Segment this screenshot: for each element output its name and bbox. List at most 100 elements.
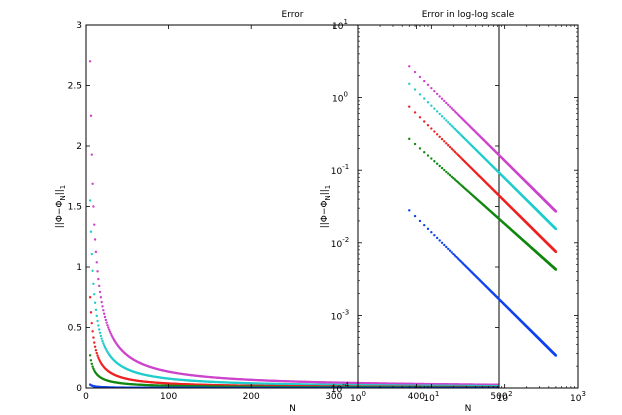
data-point	[90, 252, 93, 256]
series-1	[408, 82, 558, 231]
data-point	[98, 331, 102, 335]
data-point	[554, 250, 558, 254]
data-point	[453, 110, 457, 113]
data-point	[452, 108, 455, 112]
data-point	[423, 120, 426, 123]
data-point	[91, 182, 94, 186]
x-tick-label: 400	[408, 392, 425, 402]
data-point	[95, 351, 98, 355]
data-point	[93, 301, 97, 304]
data-point	[452, 252, 455, 256]
x-tick-label: 100	[160, 392, 177, 402]
data-point	[447, 103, 450, 107]
data-point	[418, 147, 422, 150]
data-point	[443, 117, 446, 120]
data-point	[452, 149, 455, 152]
x-axis-label: N	[289, 404, 296, 414]
data-point	[98, 290, 102, 294]
data-point	[438, 135, 441, 138]
data-point	[418, 93, 422, 96]
data-point	[450, 124, 453, 128]
data-point	[94, 308, 98, 312]
data-point	[430, 157, 433, 160]
data-point	[107, 326, 110, 329]
data-point	[443, 99, 446, 103]
series-3	[408, 137, 558, 271]
data-point	[448, 122, 452, 126]
x-tick-label: 0	[83, 392, 89, 402]
data-point	[95, 261, 98, 264]
data-point	[408, 137, 411, 141]
data-point	[106, 323, 109, 327]
data-point	[96, 354, 99, 357]
y-tick-label: 0	[76, 384, 82, 394]
series-2	[88, 296, 499, 388]
data-point	[92, 336, 95, 339]
y-tick-label: 1	[76, 263, 82, 273]
data-point	[88, 60, 92, 63]
data-point	[445, 170, 448, 174]
data-point	[447, 144, 450, 147]
data-point	[433, 89, 436, 93]
data-point	[448, 105, 452, 108]
data-point	[418, 116, 422, 119]
data-point	[93, 293, 96, 296]
data-point	[448, 145, 452, 149]
data-point	[101, 305, 104, 308]
data-point	[408, 82, 411, 85]
data-point	[408, 209, 411, 212]
chart-title: Error	[282, 10, 304, 20]
data-point	[413, 111, 417, 114]
data-point	[453, 150, 457, 154]
data-point	[96, 319, 99, 323]
series-2	[408, 105, 558, 254]
data-point	[88, 354, 92, 357]
x-tick-label: 300	[325, 392, 342, 402]
data-point	[105, 321, 108, 324]
data-point	[107, 328, 111, 331]
data-point	[90, 153, 93, 156]
data-point	[93, 341, 96, 344]
data-point	[445, 142, 448, 145]
data-point	[435, 236, 439, 240]
data-point	[430, 86, 433, 90]
data-point	[99, 296, 103, 299]
data-point	[423, 97, 426, 100]
data-point	[438, 95, 441, 98]
data-point	[433, 234, 436, 237]
data-point	[91, 365, 94, 368]
data-point	[445, 101, 448, 105]
y-tick-label: 1.5	[68, 203, 82, 213]
data-point	[426, 83, 430, 87]
data-point	[408, 65, 411, 68]
data-point	[423, 79, 426, 83]
data-point	[438, 239, 441, 242]
data-point	[94, 348, 98, 352]
data-point	[445, 245, 448, 249]
data-point	[93, 238, 97, 241]
data-point	[423, 223, 426, 227]
data-point	[102, 344, 106, 347]
data-point	[554, 268, 558, 271]
data-point	[102, 312, 106, 315]
data-point	[450, 147, 453, 150]
plot-area	[88, 60, 499, 388]
x-tick-label: 500	[490, 392, 507, 402]
y-tick-label: 2	[76, 142, 82, 152]
data-point	[97, 277, 100, 281]
data-point	[100, 337, 103, 340]
data-point	[93, 223, 96, 226]
data-point	[554, 227, 558, 231]
data-point	[98, 328, 101, 331]
data-point	[447, 121, 450, 124]
data-point	[413, 88, 417, 91]
data-point	[423, 151, 426, 154]
data-point	[453, 127, 457, 131]
data-point	[98, 284, 101, 288]
data-point	[413, 70, 417, 74]
data-point	[447, 247, 450, 251]
y-tick-label: 3	[76, 21, 82, 31]
y-tick-label: 0.5	[68, 324, 82, 334]
data-point	[447, 172, 450, 175]
data-point	[452, 126, 455, 129]
